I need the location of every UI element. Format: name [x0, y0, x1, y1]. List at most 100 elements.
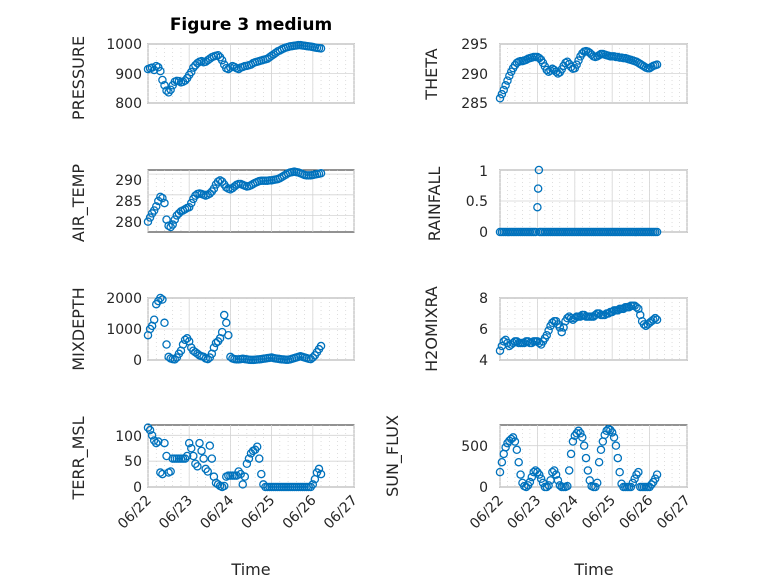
data-point: [613, 306, 623, 315]
ytick-rainfall-2: 1: [479, 164, 488, 180]
data-point: [650, 313, 660, 323]
data-point: [564, 466, 574, 475]
data-point: [244, 454, 254, 463]
data-point: [499, 85, 508, 95]
data-point: [544, 326, 553, 335]
svg-text:SUN_FLUX: SUN_FLUX: [383, 415, 403, 497]
ylabel-terr-msl: TERR_MSL: [69, 416, 89, 500]
data-point: [252, 442, 262, 451]
data-point: [156, 66, 165, 76]
ytick-h2omixra-1: 6: [479, 322, 488, 338]
data-point: [572, 429, 581, 438]
svg-text:TERR_MSL: TERR_MSL: [69, 416, 89, 500]
data-point: [197, 446, 206, 456]
data-point: [652, 227, 662, 237]
data-point: [501, 443, 510, 452]
ytick-rainfall-0: 0: [479, 225, 488, 241]
data-point: [579, 441, 589, 450]
data-point: [199, 352, 208, 362]
panel-sun-flux: 0 500 SUN_FLUX 06/2206/2306/2406/2506/26…: [383, 415, 694, 579]
data-point: [606, 425, 615, 435]
data-point: [568, 437, 578, 446]
data-point: [508, 433, 518, 442]
data-point: [512, 445, 522, 455]
ylabel-mixdepth: MIXDEPTH: [69, 287, 88, 370]
data-point: [316, 44, 326, 53]
ytick-terr-msl-2: 100: [115, 429, 142, 445]
data-point: [619, 304, 628, 314]
ytick-mixdepth-1: 1000: [106, 322, 142, 338]
panel-mixdepth: 0 1000 2000 MIXDEPTH: [69, 287, 355, 371]
data-point: [145, 213, 155, 222]
panel-rainfall: 0 0.5 1 RAINFALL: [425, 164, 688, 242]
data-point: [535, 470, 544, 479]
ytick-theta-2: 295: [461, 37, 488, 53]
data-point: [160, 438, 169, 448]
data-point: [549, 466, 559, 475]
data-point: [553, 476, 563, 485]
data-point: [611, 441, 621, 450]
data-point: [596, 445, 606, 455]
data-point: [187, 67, 196, 77]
data-point: [548, 318, 557, 328]
data-point: [514, 457, 523, 467]
data-point: [151, 202, 161, 211]
ylabel-air-temp-main: AIR_TEMP: [69, 164, 89, 242]
data-point: [180, 76, 190, 85]
xlabel-left: Time: [230, 560, 270, 579]
data-point: [158, 75, 167, 85]
data-point: [170, 215, 180, 224]
data-point: [634, 467, 643, 477]
panel-air-temp: 280 285 290 AIR_TEMP: [69, 164, 355, 242]
data-point: [254, 454, 264, 463]
data-point: [650, 474, 660, 483]
data-point: [572, 60, 581, 69]
data-point: [615, 467, 624, 477]
data-point: [203, 467, 212, 476]
data-point: [199, 454, 208, 463]
data-point: [187, 443, 196, 453]
data-point: [499, 337, 508, 346]
data-point: [574, 56, 583, 65]
ytick-pressure-0: 800: [115, 96, 142, 112]
data-point: [516, 470, 525, 479]
xlabel-right: Time: [573, 560, 613, 579]
ylabel-rainfall: RAINFALL: [425, 167, 444, 242]
data-point: [600, 430, 609, 440]
data-point: [213, 50, 223, 60]
data-point: [219, 310, 229, 320]
data-point: [585, 476, 595, 485]
data-point: [566, 449, 576, 459]
data-point: [158, 295, 167, 304]
data-point: [503, 76, 512, 85]
data-point: [652, 60, 662, 69]
data-point: [534, 165, 544, 175]
data-point: [238, 480, 248, 489]
data-point: [566, 62, 576, 72]
data-point: [306, 482, 315, 492]
data-point: [497, 89, 507, 99]
data-point: [533, 202, 542, 212]
data-point: [609, 433, 619, 442]
data-point: [195, 438, 204, 448]
svg-text:AIR_TEMP: AIR_TEMP: [69, 164, 89, 242]
data-point: [189, 451, 198, 461]
data-point: [536, 474, 546, 483]
data-point: [495, 467, 505, 477]
data-point: [607, 307, 617, 317]
data-point: [217, 55, 227, 65]
data-point: [166, 222, 175, 232]
data-point: [160, 198, 169, 208]
data-point: [184, 202, 194, 212]
data-point: [308, 353, 318, 362]
data-point: [594, 457, 604, 467]
data-point: [207, 454, 217, 463]
ytick-mixdepth-2: 2000: [106, 291, 142, 307]
data-point: [191, 191, 200, 200]
data-point: [576, 429, 585, 438]
data-point: [222, 318, 231, 328]
data-point: [156, 468, 165, 477]
data-point: [209, 184, 219, 193]
data-point: [160, 81, 169, 90]
data-point: [505, 71, 514, 81]
